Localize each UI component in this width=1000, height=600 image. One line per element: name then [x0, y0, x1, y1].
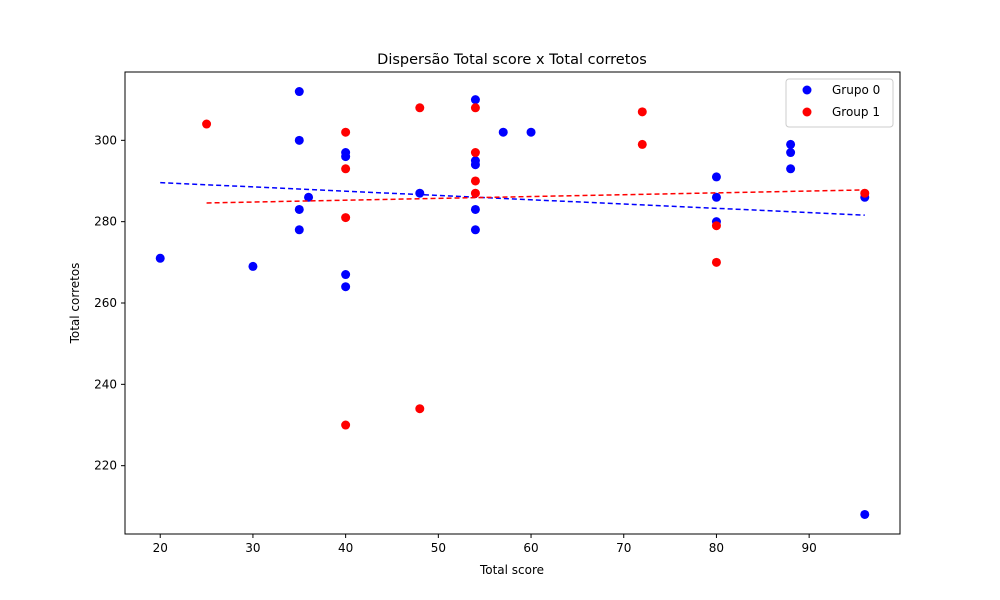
data-point: [294, 204, 304, 214]
data-point: [860, 188, 870, 198]
data-point: [470, 188, 480, 198]
data-point: [248, 261, 258, 271]
x-tick-label: 20: [153, 541, 168, 555]
legend-marker: [802, 107, 812, 117]
data-point: [711, 221, 721, 231]
legend-box: [785, 78, 894, 128]
data-point: [155, 253, 165, 263]
x-axis-label: Total score: [479, 563, 544, 577]
data-point: [786, 139, 796, 149]
data-point: [341, 127, 351, 137]
y-axis-label: Total corretos: [68, 263, 82, 345]
data-point: [470, 95, 480, 105]
y-tick-label: 220: [94, 459, 117, 473]
legend-label: Grupo 0: [832, 83, 880, 97]
data-point: [637, 139, 647, 149]
x-tick-label: 30: [245, 541, 260, 555]
y-tick-label: 240: [94, 377, 117, 391]
y-tick-label: 280: [94, 215, 117, 229]
data-point: [637, 107, 647, 117]
data-point: [711, 192, 721, 202]
x-tick-label: 80: [709, 541, 724, 555]
data-point: [202, 119, 212, 129]
legend-label: Group 1: [832, 105, 880, 119]
y-tick-label: 260: [94, 296, 117, 310]
data-point: [294, 225, 304, 235]
x-tick-label: 90: [802, 541, 817, 555]
data-point: [498, 127, 508, 137]
data-point: [341, 213, 351, 223]
data-point: [415, 188, 425, 198]
data-point: [294, 135, 304, 145]
data-point: [294, 87, 304, 97]
trend-line: [206, 189, 865, 204]
y-tick-label: 300: [94, 133, 117, 147]
data-point: [470, 225, 480, 235]
data-point: [711, 257, 721, 267]
x-tick-label: 50: [431, 541, 446, 555]
trend-line: [160, 181, 865, 216]
data-point: [341, 270, 351, 280]
series-1: [202, 103, 870, 430]
x-axis: 20 30 40 50 60 70 80 90: [153, 534, 817, 555]
data-point: [415, 404, 425, 414]
data-point: [341, 164, 351, 174]
data-point: [341, 282, 351, 292]
data-point: [470, 204, 480, 214]
data-point: [415, 103, 425, 113]
data-point: [786, 148, 796, 158]
legend-marker: [802, 85, 812, 95]
data-point: [470, 148, 480, 158]
data-point: [526, 127, 536, 137]
x-tick-label: 70: [616, 541, 631, 555]
x-tick-label: 40: [338, 541, 353, 555]
data-point: [470, 103, 480, 113]
data-point: [470, 160, 480, 170]
legend: Grupo 0 Group 1: [785, 78, 894, 128]
plot-frame: [124, 71, 901, 535]
x-tick-label: 60: [523, 541, 538, 555]
series-0: [155, 87, 870, 519]
data-point: [786, 164, 796, 174]
data-point: [341, 420, 351, 430]
y-axis: 220 240 260 280 300: [94, 133, 125, 473]
data-point: [304, 192, 314, 202]
data-point: [470, 176, 480, 186]
data-point: [860, 509, 870, 519]
data-point: [711, 172, 721, 182]
data-point: [341, 152, 351, 162]
chart-title: Dispersão Total score x Total corretos: [377, 52, 647, 68]
